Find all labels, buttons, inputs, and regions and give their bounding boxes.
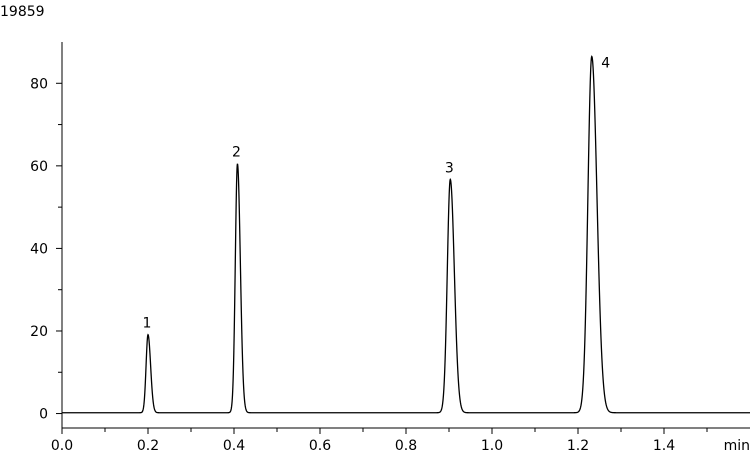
peak-label: 2 (232, 145, 241, 161)
y-tick-label: 0 (39, 407, 48, 423)
peak-label: 1 (143, 316, 152, 332)
sample-id-label: 19859 (0, 4, 45, 20)
x-unit-label: min (724, 438, 750, 454)
x-tick-label: 1.0 (481, 438, 503, 454)
x-tick-label: 0.0 (51, 438, 73, 454)
x-tick-label: 1.2 (567, 438, 589, 454)
peak-label: 4 (601, 55, 610, 71)
y-tick-label: 20 (30, 324, 48, 340)
y-tick-label: 80 (30, 76, 48, 92)
x-tick-label: 0.6 (309, 438, 331, 454)
x-tick-label: 0.2 (137, 438, 159, 454)
x-tick-label: 0.8 (395, 438, 417, 454)
y-tick-label: 60 (30, 159, 48, 175)
x-tick-label: 1.4 (653, 438, 675, 454)
plot-area: 0.0 0.2 0.4 0.6 0.8 1.0 1.2 1.4 min 0 20 40 60 80 1 2 3 4 (30, 42, 750, 454)
y-tick-label: 40 (30, 241, 48, 257)
chromatogram-trace (62, 55, 750, 414)
peak-label: 3 (445, 160, 454, 176)
x-tick-label: 0.4 (223, 438, 245, 454)
